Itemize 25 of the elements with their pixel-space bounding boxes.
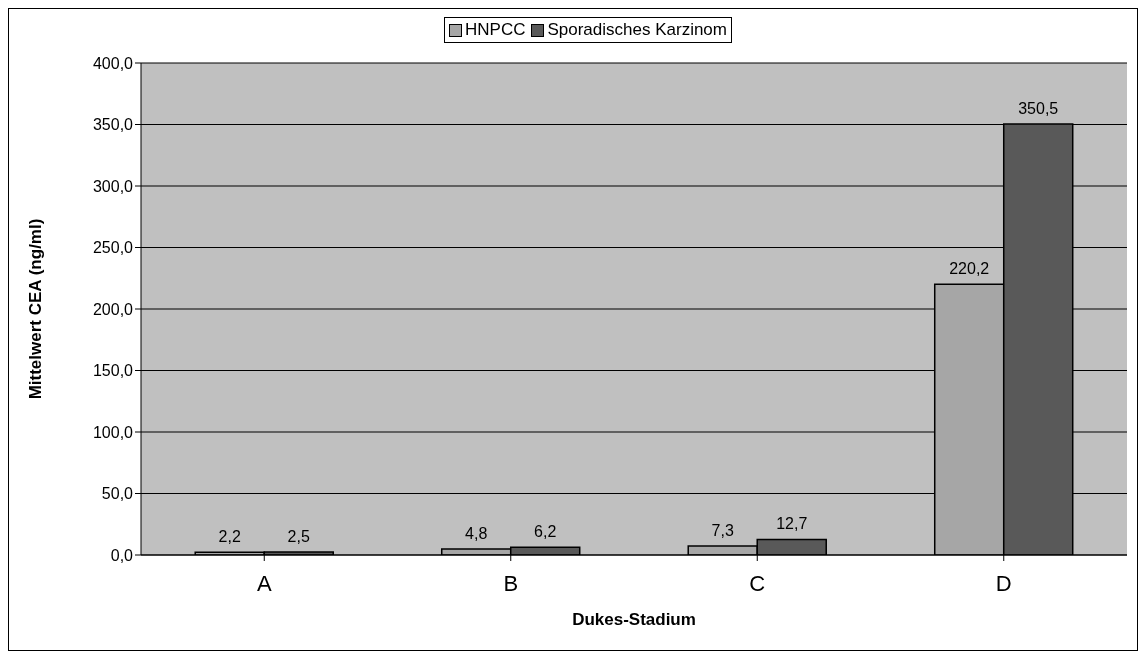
data-label: 6,2 <box>534 523 557 541</box>
y-tick-label: 200,0 <box>92 300 134 318</box>
data-label: 2,2 <box>218 528 241 546</box>
y-tick-label: 100,0 <box>92 423 134 441</box>
data-label: 2,5 <box>287 527 310 545</box>
data-label: 7,3 <box>711 522 734 540</box>
data-label: 220,2 <box>949 260 990 278</box>
y-tick-label: 250,0 <box>92 239 134 257</box>
x-tick-label: B <box>503 570 519 596</box>
data-label: 12,7 <box>776 515 808 533</box>
legend-label: HNPCC <box>464 20 526 40</box>
x-tick-label: A <box>256 570 272 596</box>
y-tick-label: 150,0 <box>92 362 134 380</box>
x-tick-label: D <box>995 570 1012 596</box>
data-label: 350,5 <box>1018 99 1059 117</box>
y-tick-label: 300,0 <box>92 177 134 195</box>
data-label: 4,8 <box>465 525 488 543</box>
x-tick-label: C <box>749 570 766 596</box>
y-axis-title: Mittelwert CEA (ng/ml) <box>26 218 46 400</box>
y-tick-label: 400,0 <box>92 54 134 72</box>
legend-label: Sporadisches Karzinom <box>546 20 727 40</box>
y-tick-label: 0,0 <box>110 546 134 564</box>
x-axis-title: Dukes-Stadium <box>572 610 696 629</box>
y-tick-label: 50,0 <box>101 485 134 503</box>
y-tick-label: 350,0 <box>92 116 134 134</box>
